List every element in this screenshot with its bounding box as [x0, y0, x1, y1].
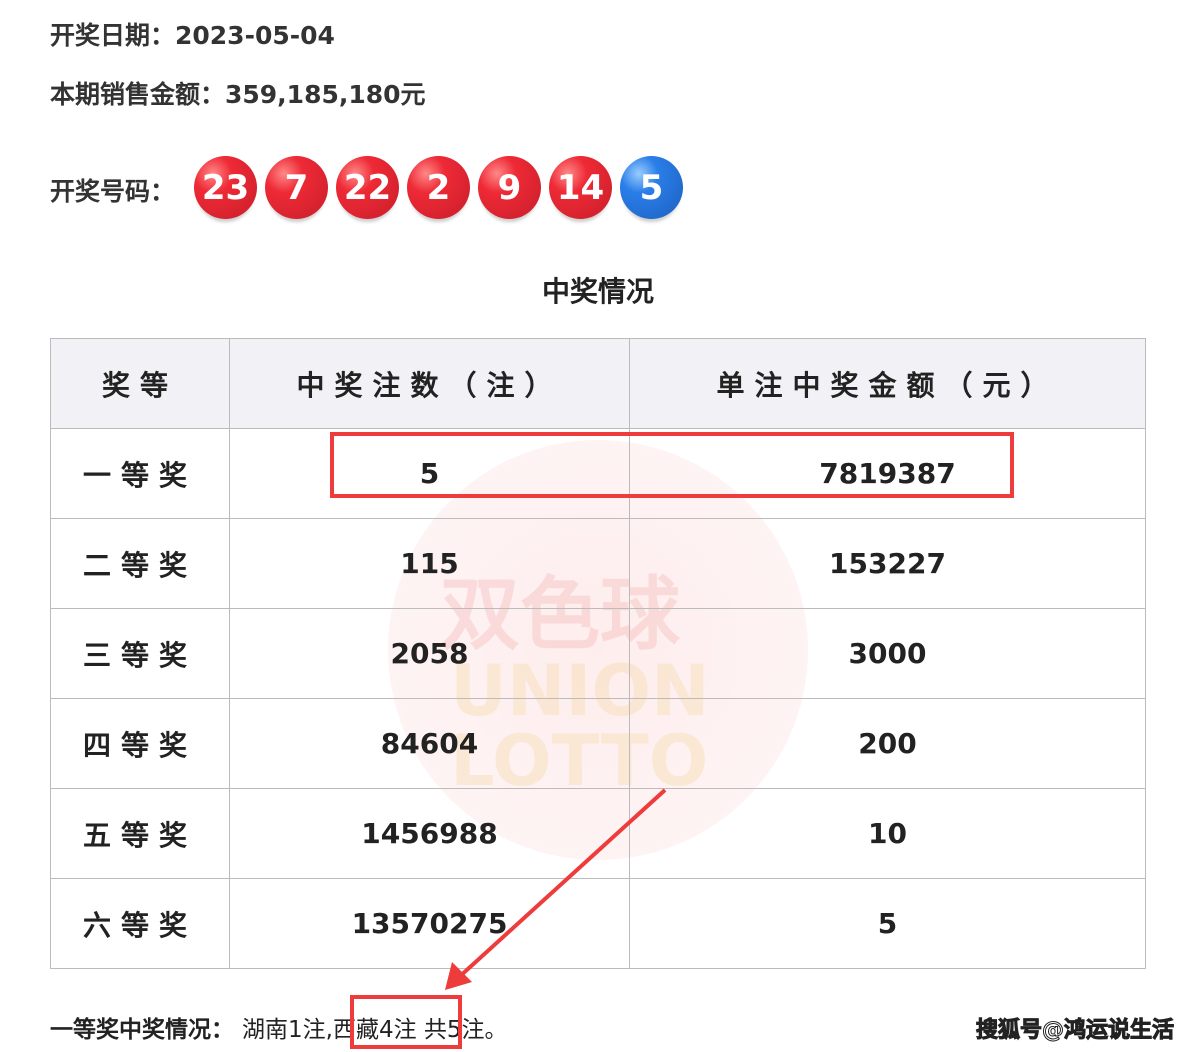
section-title: 中奖情况	[541, 275, 654, 308]
first-prize-summary: 一等奖中奖情况： 湖南1注,西藏4注 共5注。	[50, 1010, 508, 1044]
prize-level: 二等奖	[50, 518, 230, 609]
table-row: 一等奖 5 7819387	[50, 428, 1146, 519]
table-header: 奖等 中奖注数（注） 单注中奖金额（元）	[50, 338, 1146, 429]
summary-total: 共5注。	[416, 1017, 508, 1043]
red-ball: 2	[407, 156, 470, 219]
prize-level: 一等奖	[50, 428, 230, 519]
winner-count: 13570275	[229, 878, 630, 969]
winner-count: 2058	[229, 608, 630, 699]
winner-count: 115	[229, 518, 630, 609]
red-ball: 9	[478, 156, 541, 219]
sales-amount: 本期销售金额：359,185,180元	[50, 80, 426, 109]
prize-level: 五等奖	[50, 788, 230, 879]
region-hunan: 湖南1注,	[242, 1017, 333, 1043]
credit-watermark: 搜狐号@鸿运说生活	[975, 1018, 1174, 1044]
highlight-box	[330, 432, 1014, 498]
table-row: 四等奖 84604 200	[50, 698, 1146, 789]
prize-amount: 7819387	[629, 428, 1146, 519]
table-row: 二等奖 115 153227	[50, 518, 1146, 609]
table-row: 六等奖 13570275 5	[50, 878, 1146, 969]
prize-amount: 3000	[629, 608, 1146, 699]
prize-amount: 5	[629, 878, 1146, 969]
prize-amount: 10	[629, 788, 1146, 879]
prize-level: 四等奖	[50, 698, 230, 789]
prize-level: 六等奖	[50, 878, 230, 969]
red-ball: 7	[265, 156, 328, 219]
winner-count: 84604	[229, 698, 630, 789]
blue-ball: 5	[620, 156, 683, 219]
table-row: 三等奖 2058 3000	[50, 608, 1146, 699]
prize-amount: 153227	[629, 518, 1146, 609]
prize-table: 奖等 中奖注数（注） 单注中奖金额（元） 一等奖 5 7819387 二等奖 115 15…	[50, 338, 1146, 969]
header-cell: 单注中奖金额（元）	[629, 338, 1146, 429]
prize-amount: 200	[629, 698, 1146, 789]
draw-date: 开奖日期：2023-05-04	[50, 21, 335, 50]
red-ball: 23	[194, 156, 257, 219]
region-xizang: 西藏4注	[332, 1017, 417, 1043]
winner-count: 5	[229, 428, 630, 519]
numbers-label: 开奖号码：	[50, 177, 176, 206]
prize-level: 三等奖	[50, 608, 230, 699]
header-cell: 奖等	[50, 338, 230, 429]
summary-label: 一等奖中奖情况：	[50, 1017, 234, 1043]
highlight-box	[350, 995, 462, 1049]
red-ball: 22	[336, 156, 399, 219]
red-ball: 14	[549, 156, 612, 219]
table-row: 五等奖 1456988 10	[50, 788, 1146, 879]
